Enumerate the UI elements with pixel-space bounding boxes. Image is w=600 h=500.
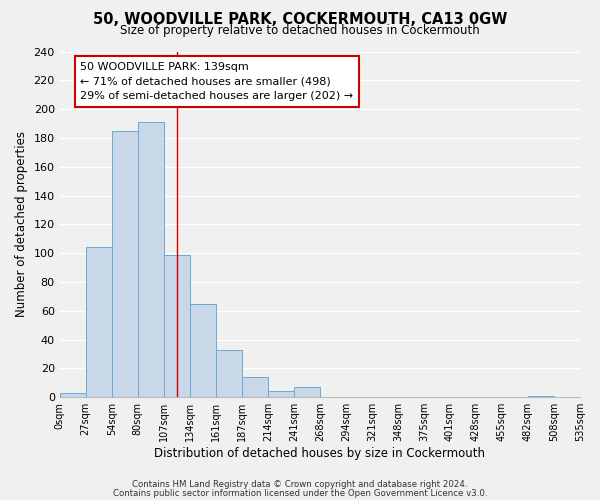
Bar bbox=[268, 392, 294, 397]
Text: 50 WOODVILLE PARK: 139sqm
← 71% of detached houses are smaller (498)
29% of semi: 50 WOODVILLE PARK: 139sqm ← 71% of detac… bbox=[80, 62, 353, 102]
Bar bbox=[216, 350, 242, 397]
Bar bbox=[164, 254, 190, 397]
Text: Contains public sector information licensed under the Open Government Licence v3: Contains public sector information licen… bbox=[113, 488, 487, 498]
Text: 50, WOODVILLE PARK, COCKERMOUTH, CA13 0GW: 50, WOODVILLE PARK, COCKERMOUTH, CA13 0G… bbox=[93, 12, 507, 28]
Bar bbox=[528, 396, 554, 397]
X-axis label: Distribution of detached houses by size in Cockermouth: Distribution of detached houses by size … bbox=[154, 447, 485, 460]
Bar bbox=[59, 393, 86, 397]
Bar bbox=[190, 304, 216, 397]
Bar bbox=[112, 130, 138, 397]
Text: Size of property relative to detached houses in Cockermouth: Size of property relative to detached ho… bbox=[120, 24, 480, 37]
Y-axis label: Number of detached properties: Number of detached properties bbox=[15, 132, 28, 318]
Bar bbox=[294, 387, 320, 397]
Bar bbox=[138, 122, 164, 397]
Bar bbox=[242, 377, 268, 397]
Text: Contains HM Land Registry data © Crown copyright and database right 2024.: Contains HM Land Registry data © Crown c… bbox=[132, 480, 468, 489]
Bar bbox=[86, 248, 112, 397]
